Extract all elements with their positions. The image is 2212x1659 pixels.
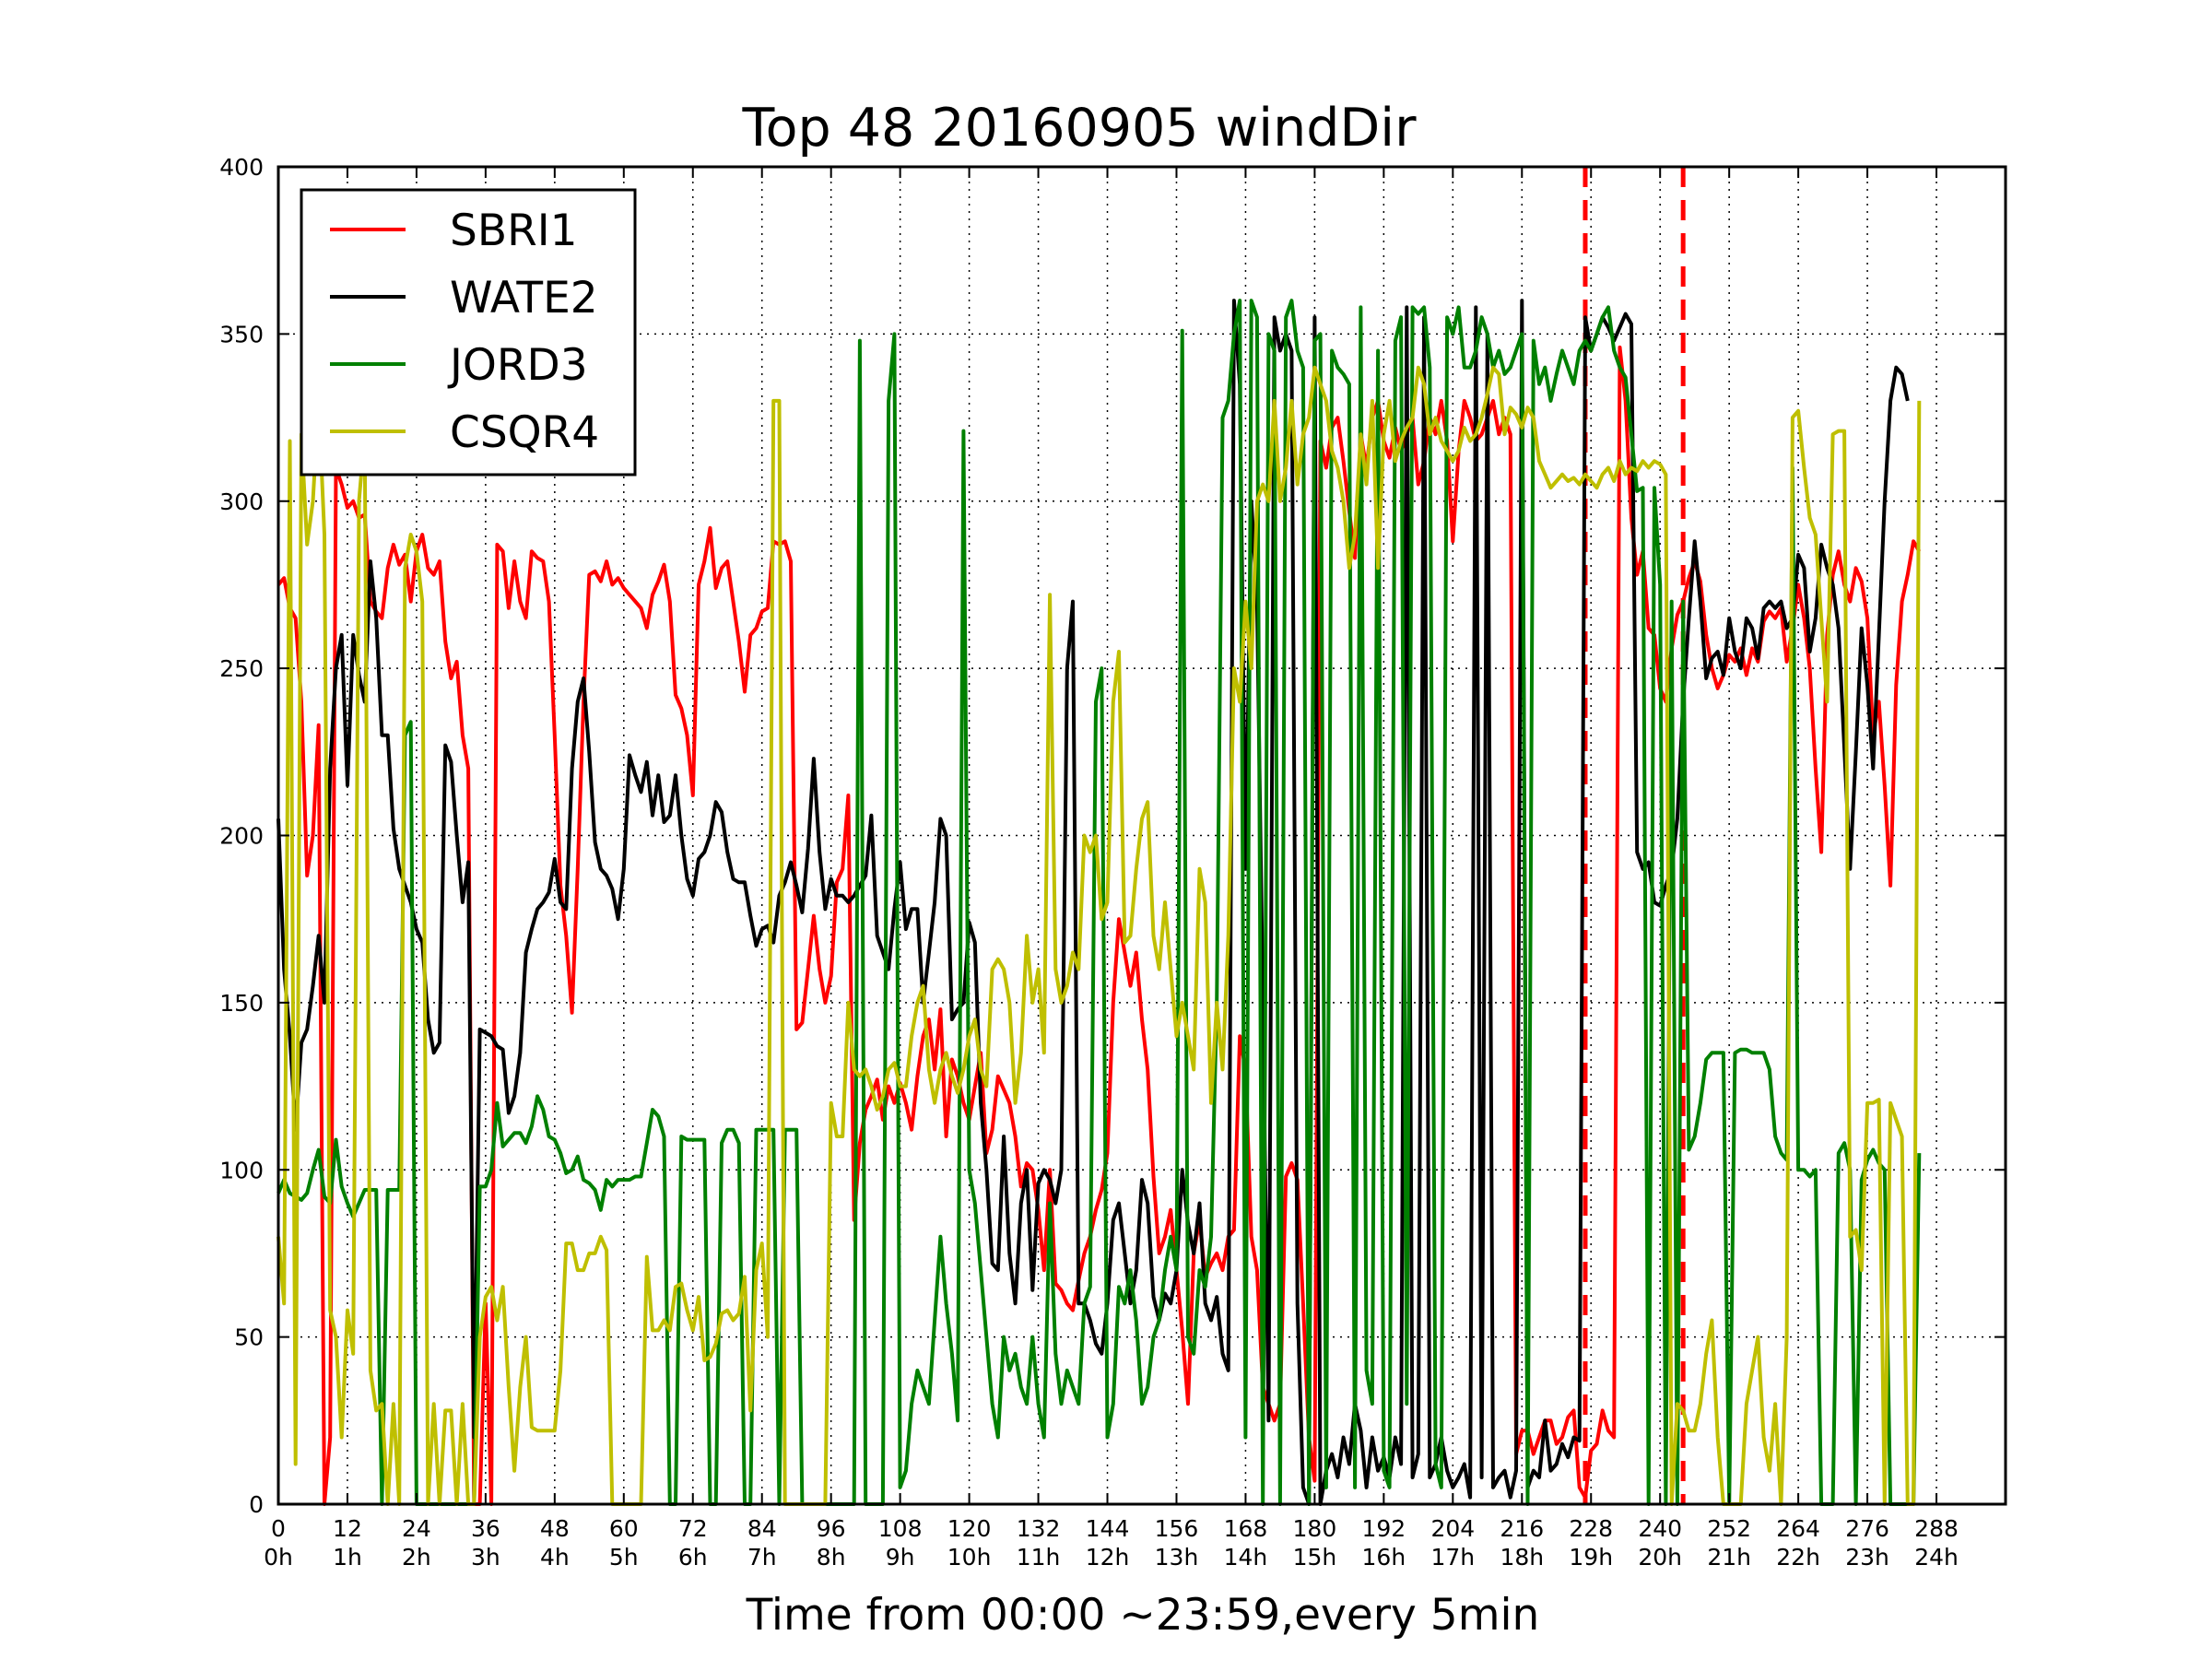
x-tick-label: 60 <box>609 1515 639 1542</box>
x-tick-label: 120 <box>947 1515 992 1542</box>
x-tick-hour-label: 23h <box>1845 1544 1889 1571</box>
x-tick-hour-label: 17h <box>1430 1544 1475 1571</box>
x-tick-label: 36 <box>471 1515 500 1542</box>
legend: SBRI1 WATE2 JORD3 CSQR4 <box>300 188 637 477</box>
legend-label-jord3: JORD3 <box>447 340 588 391</box>
x-tick-label: 144 <box>1086 1515 1130 1542</box>
y-tick-label: 300 <box>219 488 264 515</box>
x-tick-hour-label: 21h <box>1707 1544 1751 1571</box>
x-tick-label: 168 <box>1224 1515 1268 1542</box>
y-tick-label: 150 <box>219 990 264 1017</box>
x-tick-hour-label: 8h <box>817 1544 846 1571</box>
y-tick-label: 200 <box>219 823 264 850</box>
x-tick-label: 180 <box>1293 1515 1337 1542</box>
x-tick-label: 264 <box>1776 1515 1820 1542</box>
chart-title: Top 48 20160905 windDir <box>741 98 1417 159</box>
x-tick-label: 96 <box>817 1515 846 1542</box>
x-tick-hour-label: 16h <box>1362 1544 1406 1571</box>
x-tick-hour-label: 3h <box>471 1544 500 1571</box>
x-tick-hour-label: 7h <box>747 1544 777 1571</box>
x-tick-label: 108 <box>878 1515 923 1542</box>
x-tick-hour-label: 14h <box>1224 1544 1268 1571</box>
y-tick-label: 0 <box>249 1491 264 1518</box>
x-tick-label: 216 <box>1500 1515 1544 1542</box>
x-tick-hour-label: 24h <box>1914 1544 1959 1571</box>
x-tick-label: 240 <box>1638 1515 1682 1542</box>
x-tick-hour-label: 20h <box>1638 1544 1682 1571</box>
x-tick-hour-label: 4h <box>540 1544 570 1571</box>
x-tick-hour-label: 15h <box>1293 1544 1337 1571</box>
x-tick-hour-label: 11h <box>1017 1544 1061 1571</box>
x-tick-label: 204 <box>1430 1515 1475 1542</box>
x-tick-label: 84 <box>747 1515 777 1542</box>
x-tick-label: 24 <box>402 1515 431 1542</box>
y-tick-label: 400 <box>219 154 264 181</box>
x-tick-label: 156 <box>1155 1515 1199 1542</box>
x-tick-hour-label: 1h <box>333 1544 362 1571</box>
x-tick-hour-label: 9h <box>886 1544 915 1571</box>
legend-label-sbri1: SBRI1 <box>450 206 578 256</box>
x-tick-label: 228 <box>1569 1515 1613 1542</box>
y-tick-label: 100 <box>219 1157 264 1183</box>
x-tick-hour-label: 5h <box>609 1544 639 1571</box>
y-tick-label: 250 <box>219 655 264 682</box>
legend-label-wate2: WATE2 <box>450 273 598 324</box>
y-axis-ticks: 0 50 100 150 200 250 300 350 400 <box>219 154 2006 1518</box>
series-line-wate2 <box>276 299 1910 1506</box>
x-tick-hour-label: 0h <box>264 1544 293 1571</box>
series-line-csqr4 <box>276 365 1922 1506</box>
legend-label-csqr4: CSQR4 <box>450 407 599 458</box>
y-tick-label: 350 <box>219 321 264 347</box>
x-tick-hour-label: 12h <box>1086 1544 1130 1571</box>
series-line-jord3 <box>276 299 1922 1506</box>
x-tick-label: 132 <box>1017 1515 1061 1542</box>
x-tick-label: 0 <box>271 1515 286 1542</box>
x-tick-label: 12 <box>333 1515 362 1542</box>
x-tick-label: 276 <box>1845 1515 1889 1542</box>
x-tick-hour-label: 18h <box>1500 1544 1544 1571</box>
x-tick-label: 192 <box>1362 1515 1406 1542</box>
x-tick-label: 288 <box>1914 1515 1959 1542</box>
x-tick-hour-label: 13h <box>1155 1544 1199 1571</box>
x-tick-hour-label: 10h <box>947 1544 992 1571</box>
x-tick-hour-label: 6h <box>678 1544 708 1571</box>
y-tick-label: 50 <box>234 1324 264 1351</box>
legend-box <box>300 188 637 477</box>
series-line-sbri1 <box>276 345 1922 1506</box>
x-tick-hour-label: 19h <box>1569 1544 1613 1571</box>
x-tick-hour-label: 2h <box>402 1544 431 1571</box>
x-tick-label: 72 <box>678 1515 708 1542</box>
x-axis-label: Time from 00:00 ~23:59,every 5min <box>746 1590 1540 1641</box>
x-tick-hour-label: 22h <box>1776 1544 1820 1571</box>
series-lines <box>276 299 1922 1506</box>
x-tick-label: 252 <box>1707 1515 1751 1542</box>
x-tick-label: 48 <box>540 1515 570 1542</box>
